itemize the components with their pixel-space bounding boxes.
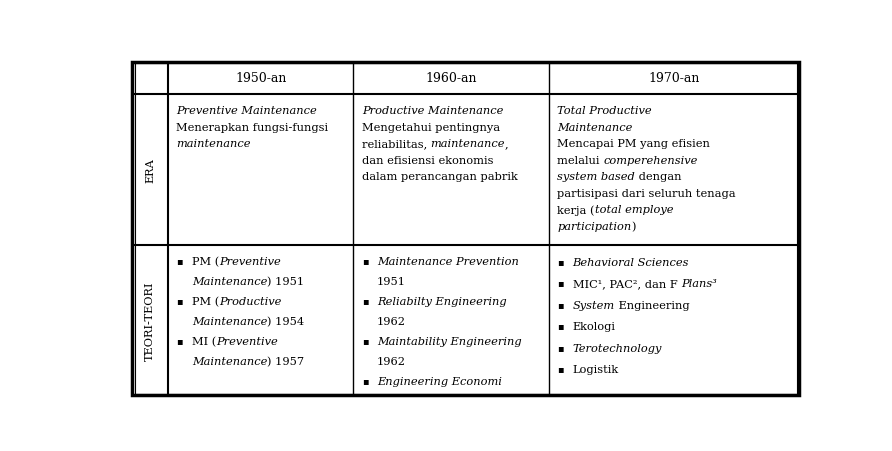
Text: ▪: ▪ bbox=[362, 336, 368, 345]
Text: Preventive: Preventive bbox=[219, 257, 281, 267]
Text: Maintenance: Maintenance bbox=[558, 123, 632, 133]
Text: ▪: ▪ bbox=[362, 297, 368, 306]
Text: ▪: ▪ bbox=[177, 257, 183, 266]
Text: Maintenance: Maintenance bbox=[192, 317, 267, 327]
Text: system based: system based bbox=[558, 172, 635, 182]
Text: Menerapkan fungsi-fungsi: Menerapkan fungsi-fungsi bbox=[177, 123, 328, 133]
Text: Terotechnology: Terotechnology bbox=[573, 343, 662, 353]
Text: Mengetahui pentingnya: Mengetahui pentingnya bbox=[362, 123, 500, 133]
Text: ▪: ▪ bbox=[558, 300, 564, 309]
Text: Preventive Maintenance: Preventive Maintenance bbox=[177, 106, 318, 116]
Text: ▪: ▪ bbox=[177, 297, 183, 306]
Text: melalui: melalui bbox=[558, 156, 604, 166]
Text: ): ) bbox=[632, 221, 636, 231]
Text: maintenance: maintenance bbox=[431, 139, 505, 149]
Text: MI (: MI ( bbox=[192, 336, 216, 347]
Text: 1962: 1962 bbox=[377, 317, 406, 327]
Text: ) 1951: ) 1951 bbox=[267, 276, 304, 287]
Text: dan efisiensi ekonomis: dan efisiensi ekonomis bbox=[362, 156, 493, 166]
Text: comperehensive: comperehensive bbox=[604, 156, 698, 166]
Text: ▪: ▪ bbox=[558, 279, 564, 288]
Text: ▪: ▪ bbox=[362, 257, 368, 266]
Text: Engineering Economi: Engineering Economi bbox=[377, 376, 502, 386]
Text: Productive: Productive bbox=[219, 297, 281, 307]
Text: ▪: ▪ bbox=[362, 376, 368, 385]
Text: participation: participation bbox=[558, 221, 632, 231]
Text: System: System bbox=[573, 300, 615, 310]
Text: 1950-an: 1950-an bbox=[235, 72, 286, 85]
Text: Reliabilty Engineering: Reliabilty Engineering bbox=[377, 297, 507, 307]
Text: 1960-an: 1960-an bbox=[425, 72, 477, 85]
Text: Maintenance: Maintenance bbox=[192, 356, 267, 366]
Text: 1962: 1962 bbox=[377, 356, 406, 366]
Text: ▪: ▪ bbox=[558, 364, 564, 373]
Text: Maintenance: Maintenance bbox=[192, 276, 267, 287]
Text: Mencapai PM yang efisien: Mencapai PM yang efisien bbox=[558, 139, 710, 149]
Text: ) 1954: ) 1954 bbox=[267, 317, 304, 327]
Text: 1951: 1951 bbox=[377, 276, 406, 287]
Text: ▪: ▪ bbox=[558, 343, 564, 352]
Text: Maintenance Prevention: Maintenance Prevention bbox=[377, 257, 519, 267]
Text: ▪: ▪ bbox=[558, 258, 564, 267]
Text: Productive Maintenance: Productive Maintenance bbox=[362, 106, 503, 116]
Text: TEORI-TEORI: TEORI-TEORI bbox=[145, 281, 155, 360]
Text: Logistik: Logistik bbox=[573, 364, 619, 374]
Text: total employe: total employe bbox=[595, 205, 673, 215]
Text: partisipasi dari seluruh tenaga: partisipasi dari seluruh tenaga bbox=[558, 189, 736, 198]
Text: Behavioral Sciences: Behavioral Sciences bbox=[573, 258, 690, 267]
Text: Engineering: Engineering bbox=[615, 300, 690, 310]
Text: ▪: ▪ bbox=[558, 322, 564, 331]
Text: Maintability Engineering: Maintability Engineering bbox=[377, 336, 522, 346]
Text: PM (: PM ( bbox=[192, 257, 219, 267]
Text: dalam perancangan pabrik: dalam perancangan pabrik bbox=[362, 172, 517, 182]
Text: 1970-an: 1970-an bbox=[648, 72, 700, 85]
Text: ▪: ▪ bbox=[177, 336, 183, 345]
Text: ) 1957: ) 1957 bbox=[267, 356, 304, 367]
Text: Total Productive: Total Productive bbox=[558, 106, 652, 116]
Text: PM (: PM ( bbox=[192, 297, 219, 307]
Text: dengan: dengan bbox=[635, 172, 681, 182]
Text: MIC¹, PAC², dan F: MIC¹, PAC², dan F bbox=[573, 279, 681, 289]
Text: maintenance: maintenance bbox=[177, 139, 251, 149]
Text: Plans³: Plans³ bbox=[681, 279, 717, 289]
Text: kerja (: kerja ( bbox=[558, 205, 595, 215]
Text: ,: , bbox=[505, 139, 508, 149]
Text: ERA: ERA bbox=[145, 158, 155, 183]
Text: reliabilitas,: reliabilitas, bbox=[362, 139, 431, 149]
Text: Ekologi: Ekologi bbox=[573, 322, 615, 331]
Text: Preventive: Preventive bbox=[216, 336, 277, 346]
